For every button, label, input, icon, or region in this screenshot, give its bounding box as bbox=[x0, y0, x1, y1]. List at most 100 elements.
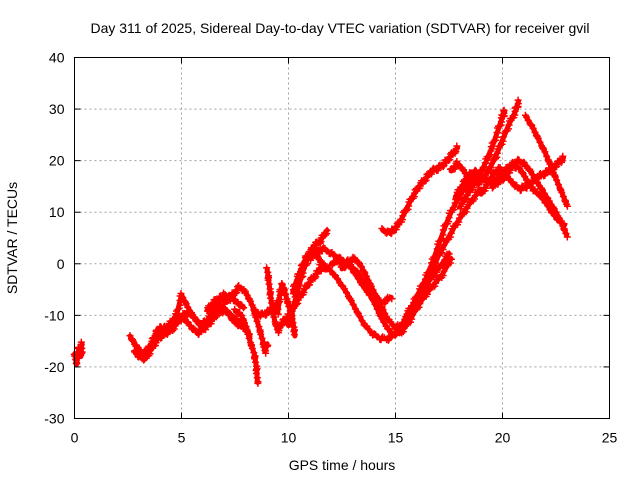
data-point-marker bbox=[461, 196, 469, 204]
data-point-marker bbox=[440, 267, 448, 275]
data-point-marker bbox=[357, 263, 365, 271]
data-point-marker bbox=[447, 255, 455, 263]
data-point-marker bbox=[455, 214, 463, 222]
data-point-marker bbox=[561, 226, 569, 234]
data-point-marker bbox=[551, 173, 559, 181]
data-point-marker bbox=[378, 224, 386, 232]
data-point-marker bbox=[201, 318, 209, 326]
data-point-marker bbox=[245, 334, 253, 342]
data-point-marker bbox=[248, 345, 256, 353]
y-tick-label: -10 bbox=[44, 307, 64, 323]
data-point-marker bbox=[255, 323, 263, 331]
data-point-marker bbox=[361, 269, 369, 277]
data-point-marker bbox=[241, 319, 249, 327]
series-s16 bbox=[337, 186, 486, 333]
data-point-marker bbox=[226, 310, 234, 318]
data-point-marker bbox=[485, 152, 493, 160]
series-s24 bbox=[521, 111, 571, 210]
data-point-marker bbox=[263, 264, 271, 272]
data-point-marker bbox=[446, 259, 454, 267]
data-point-marker bbox=[527, 167, 535, 175]
data-point-marker bbox=[280, 286, 288, 294]
data-point-marker bbox=[374, 296, 382, 304]
data-point-marker bbox=[553, 176, 561, 184]
series-s18 bbox=[378, 142, 461, 238]
data-point-marker bbox=[169, 326, 177, 334]
y-tick-label: -20 bbox=[44, 359, 64, 375]
data-point-marker bbox=[129, 337, 137, 345]
data-point-marker bbox=[240, 304, 248, 312]
data-point-marker bbox=[381, 310, 389, 318]
data-point-marker bbox=[384, 336, 392, 344]
data-point-marker bbox=[421, 177, 429, 185]
data-point-marker bbox=[347, 258, 355, 266]
data-point-marker bbox=[251, 355, 259, 363]
x-axis-label: GPS time / hours bbox=[289, 457, 396, 473]
data-point-marker bbox=[262, 311, 270, 319]
data-point-marker bbox=[453, 142, 461, 150]
data-point-marker bbox=[548, 164, 556, 172]
data-point-marker bbox=[500, 106, 508, 114]
plot-frame bbox=[74, 57, 610, 419]
data-point-marker bbox=[403, 206, 411, 214]
data-point-marker bbox=[267, 294, 275, 302]
data-point-marker bbox=[77, 338, 85, 346]
data-point-marker bbox=[358, 317, 366, 325]
data-point-marker bbox=[252, 369, 260, 377]
data-point-marker bbox=[254, 379, 262, 387]
data-point-marker bbox=[278, 322, 286, 330]
data-point-marker bbox=[354, 309, 362, 317]
data-point-marker bbox=[270, 313, 278, 321]
data-point-marker bbox=[253, 317, 261, 325]
data-point-marker bbox=[552, 208, 560, 216]
data-point-marker bbox=[208, 303, 216, 311]
series-s23 bbox=[488, 155, 571, 241]
data-point-marker bbox=[513, 103, 521, 111]
chart-title: Day 311 of 2025, Sidereal Day-to-day VTE… bbox=[90, 20, 589, 36]
x-tick-label: 20 bbox=[495, 430, 511, 446]
data-point-marker bbox=[242, 323, 250, 331]
data-point-marker bbox=[320, 244, 328, 252]
data-point-marker bbox=[353, 267, 361, 275]
data-point-marker bbox=[438, 234, 446, 242]
data-point-marker bbox=[563, 202, 571, 210]
data-point-marker bbox=[212, 313, 220, 321]
data-point-marker bbox=[543, 152, 551, 160]
data-point-marker bbox=[441, 256, 449, 264]
data-point-marker bbox=[367, 282, 375, 290]
data-point-marker bbox=[549, 203, 557, 211]
data-point-marker bbox=[563, 233, 571, 241]
series-s5 bbox=[203, 281, 272, 357]
data-point-marker bbox=[284, 299, 292, 307]
data-point-marker bbox=[534, 134, 542, 142]
data-point-marker bbox=[268, 299, 276, 307]
data-point-marker bbox=[557, 218, 565, 226]
data-point-marker bbox=[321, 231, 329, 239]
data-point-marker bbox=[174, 306, 182, 314]
data-point-marker bbox=[264, 276, 272, 284]
series-s6 bbox=[231, 305, 262, 387]
data-point-marker bbox=[231, 289, 239, 297]
data-point-marker bbox=[529, 124, 537, 132]
data-point-marker bbox=[323, 226, 331, 234]
data-point-marker bbox=[457, 185, 465, 193]
data-point-marker bbox=[459, 166, 467, 174]
series-s12 bbox=[284, 226, 331, 329]
data-point-marker bbox=[496, 122, 504, 130]
data-point-marker bbox=[190, 324, 198, 332]
data-point-marker bbox=[380, 318, 388, 326]
data-point-marker bbox=[400, 319, 408, 327]
data-point-marker bbox=[158, 332, 166, 340]
y-tick-label: 0 bbox=[57, 256, 65, 272]
data-point-marker bbox=[438, 249, 446, 257]
data-point-marker bbox=[293, 288, 301, 296]
data-point-marker bbox=[347, 297, 355, 305]
data-point-marker bbox=[248, 301, 256, 309]
data-point-marker bbox=[373, 305, 381, 313]
data-point-marker bbox=[536, 138, 544, 146]
data-point-marker bbox=[365, 325, 373, 333]
data-point-marker bbox=[340, 285, 348, 293]
data-point-marker bbox=[244, 330, 252, 338]
y-tick-label: 10 bbox=[49, 204, 65, 220]
